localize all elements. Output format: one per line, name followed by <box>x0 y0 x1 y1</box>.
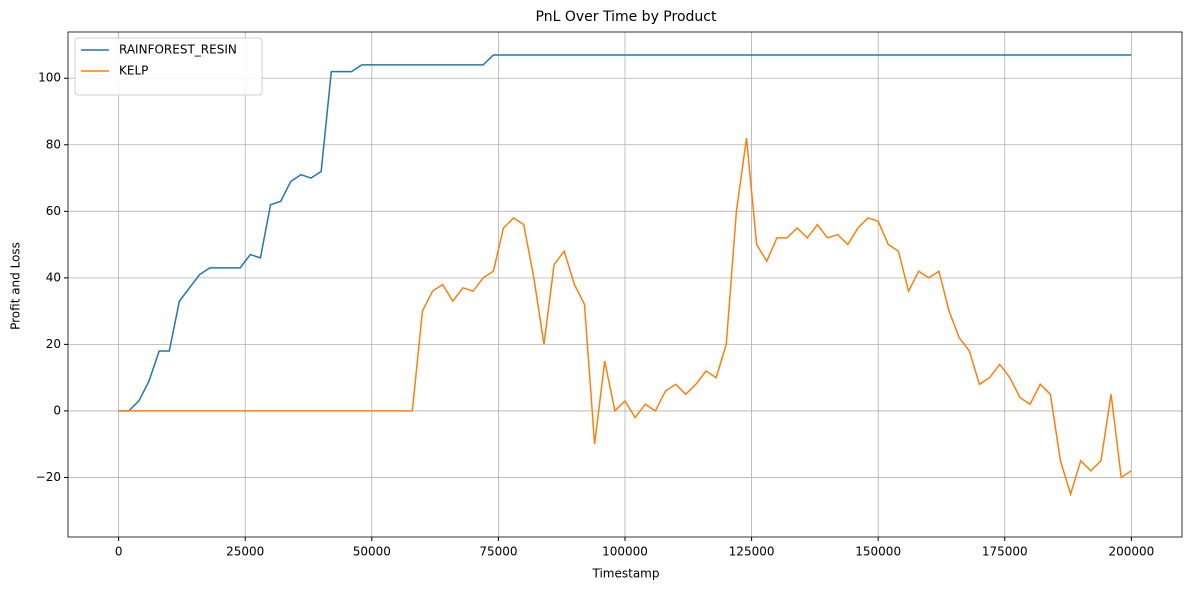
series-line <box>118 54 1132 412</box>
x-tick-label: 0 <box>115 545 123 559</box>
y-tick-label: 20 <box>46 337 61 351</box>
y-tick-label: 80 <box>46 137 61 151</box>
y-tick-label: 100 <box>38 71 61 85</box>
legend-label: KELP <box>119 64 148 78</box>
x-axis-label: Timestamp <box>592 567 660 581</box>
y-tick-label: −20 <box>36 470 61 484</box>
legend-box <box>74 37 263 96</box>
x-tick-label: 150000 <box>855 545 901 559</box>
x-tick-label: 25000 <box>226 545 264 559</box>
x-tick-label: 200000 <box>1108 545 1154 559</box>
x-tick-label: 100000 <box>602 545 648 559</box>
x-tick-label: 175000 <box>982 545 1028 559</box>
x-tick-label: 75000 <box>479 545 517 559</box>
x-tick-label: 125000 <box>729 545 775 559</box>
y-tick-label: 0 <box>53 403 61 417</box>
series-line <box>118 138 1132 497</box>
plot-frame <box>67 31 1183 538</box>
y-axis-label: Profit and Loss <box>9 242 23 330</box>
y-tick-label: 40 <box>46 270 61 284</box>
x-tick-label: 50000 <box>353 545 391 559</box>
legend-label: RAINFOREST_RESIN <box>119 43 237 57</box>
chart-title: PnL Over Time by Product <box>536 9 717 25</box>
y-tick-label: 60 <box>46 204 61 218</box>
